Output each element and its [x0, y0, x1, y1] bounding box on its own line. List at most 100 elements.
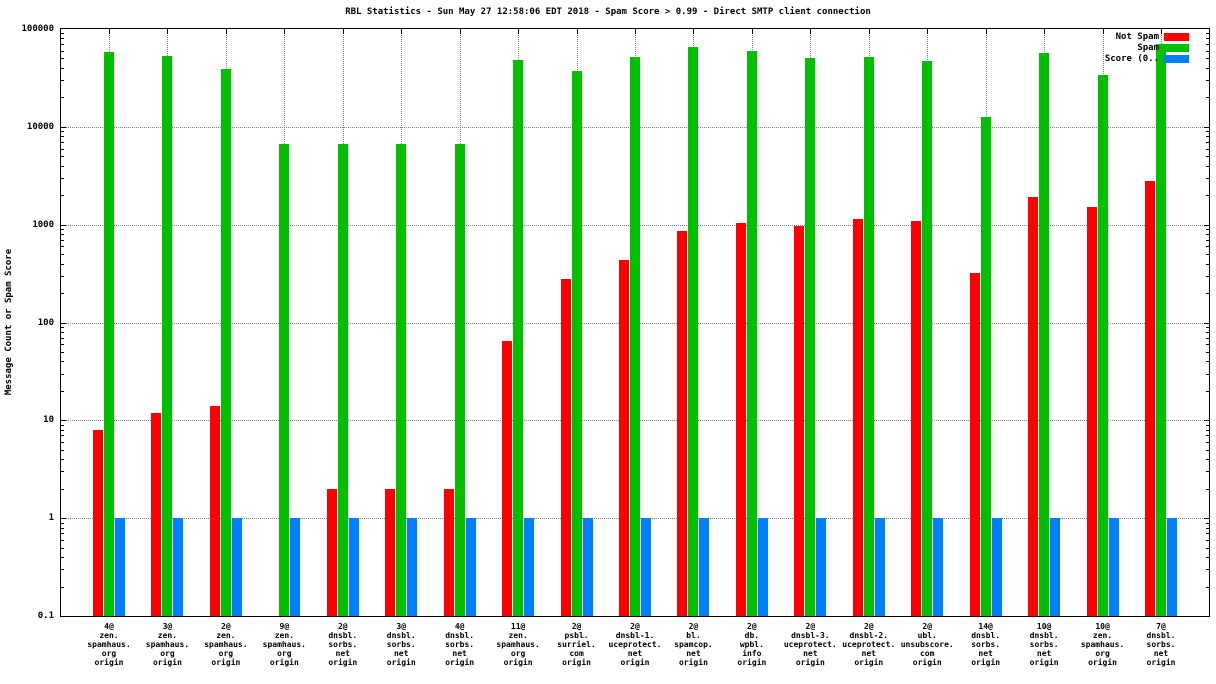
y-axis-minor-tick: [61, 239, 64, 241]
x-tick-line: dnsbl.: [971, 631, 1001, 640]
bar-spam: [805, 58, 816, 616]
y-axis-minor-tick: [1206, 569, 1209, 571]
y-axis-minor-tick: [1206, 459, 1209, 461]
bar-spam: [104, 52, 114, 616]
x-tick-line: origin: [971, 658, 1001, 667]
y-tick-label: 10000: [26, 121, 54, 132]
y-axis-minor-tick: [61, 275, 64, 277]
x-tick-line: sorbs.: [971, 640, 1001, 649]
y-axis-minor-tick: [1206, 471, 1209, 473]
y-axis-minor-tick: [61, 488, 64, 490]
x-tick-line: dnsbl.: [1029, 631, 1059, 640]
x-tick-line: dnsbl.: [386, 631, 416, 640]
x-tick-label: 2@ dnsbl-2. uceprotect. net origin: [829, 622, 909, 667]
x-tick-line: com: [919, 649, 935, 658]
y-axis-minor-tick: [61, 263, 64, 265]
y-axis-minor-tick: [1206, 229, 1209, 231]
y-axis-minor-tick: [61, 586, 64, 588]
x-tick-line: spamhaus.: [1080, 640, 1125, 649]
y-axis-minor-tick: [61, 435, 64, 437]
x-tick-line: 2@: [688, 622, 699, 631]
x-tick-label: 4@ dnsbl. sorbs. net origin: [420, 622, 500, 667]
y-axis-minor-tick: [1206, 141, 1209, 143]
x-tick-line: origin: [211, 658, 241, 667]
y-axis-minor-tick: [61, 331, 64, 333]
bar-not-spam: [560, 278, 571, 616]
y-axis-minor-tick: [1206, 50, 1209, 52]
bar-spam: [688, 47, 699, 616]
x-tick-line: dnsbl.: [445, 631, 475, 640]
x-tick-label: 7@ dnsbl. sorbs. net origin: [1121, 622, 1201, 667]
y-axis-minor-tick: [61, 141, 64, 143]
x-tick-line: 11@: [510, 622, 526, 631]
x-tick-line: sorbs.: [1146, 640, 1176, 649]
y-axis-minor-tick: [1206, 254, 1209, 256]
y-axis-minor-tick: [1206, 195, 1209, 197]
x-tick-line: 2@: [571, 622, 582, 631]
y-axis-minor-tick: [1206, 424, 1209, 426]
y-axis-minor-tick: [61, 156, 64, 158]
y-axis-minor-tick: [1206, 527, 1209, 529]
y-axis-minor-tick: [61, 361, 64, 363]
y-axis-minor-tick: [1206, 234, 1209, 236]
bar-spam: [922, 61, 933, 616]
y-axis-tick: [61, 518, 66, 520]
y-axis-minor-tick: [1206, 557, 1209, 559]
x-tick-line: spamhaus.: [496, 640, 540, 649]
y-axis-tick: [1204, 518, 1209, 520]
y-axis-minor-tick: [61, 234, 64, 236]
x-tick-line: dnsbl-3.: [791, 631, 830, 640]
x-tick-line: wpbl.: [739, 640, 764, 649]
x-tick-line: net: [393, 649, 409, 658]
y-axis-minor-tick: [1206, 547, 1209, 549]
bar-spam: [980, 117, 991, 616]
y-axis-minor-tick: [61, 131, 64, 133]
x-tick-label: 4@ zen. spamhaus. org origin: [69, 622, 149, 667]
x-tick-label: 2@ dnsbl-1. uceprotect. net origin: [595, 622, 675, 667]
y-axis-minor-tick: [61, 97, 64, 99]
bar-spam: [337, 143, 348, 616]
x-tick-line: origin: [503, 658, 533, 667]
x-tick-line: db.: [744, 631, 760, 640]
y-axis-minor-tick: [1206, 44, 1209, 46]
x-tick-line: origin: [795, 658, 825, 667]
y-axis-minor-tick: [61, 293, 64, 295]
bar-spam: [162, 55, 173, 616]
x-tick-line: sorbs.: [328, 640, 358, 649]
y-axis-minor-tick: [61, 165, 64, 167]
y-axis-minor-tick: [1206, 326, 1209, 328]
y-axis-minor-tick: [1206, 351, 1209, 353]
y-axis-minor-tick: [1206, 33, 1209, 35]
y-axis-minor-tick: [61, 38, 64, 40]
y-axis-minor-tick: [61, 58, 64, 60]
x-tick-line: 2@: [221, 622, 231, 631]
bar-score-0: [524, 518, 535, 616]
y-axis-minor-tick: [1206, 58, 1209, 60]
y-axis-minor-tick: [1206, 337, 1209, 339]
y-axis-minor-tick: [1206, 97, 1209, 99]
x-tick-line: dnsbl-2.: [849, 631, 889, 640]
x-tick-line: dnsbl.: [328, 631, 358, 640]
bar-score-0: [933, 518, 944, 616]
y-axis-minor-tick: [1206, 488, 1209, 490]
bar-score-0: [173, 518, 184, 616]
y-axis-minor-tick: [61, 449, 64, 451]
bar-not-spam: [1028, 197, 1039, 616]
x-tick-label: 11@ zen. spamhaus. org origin: [478, 622, 558, 667]
x-tick-line: org: [218, 649, 234, 658]
y-axis-minor-tick: [61, 539, 64, 541]
x-tick-line: origin: [94, 658, 124, 667]
y-axis-minor-tick: [61, 459, 64, 461]
bar-score-0: [348, 518, 359, 616]
y-axis-minor-tick: [61, 229, 64, 231]
y-axis-minor-tick: [61, 424, 64, 426]
bar-score-0: [115, 518, 125, 616]
x-axis-tick: [518, 29, 520, 34]
bar-spam: [630, 56, 640, 616]
y-axis-minor-tick: [1206, 156, 1209, 158]
bar-not-spam: [1086, 207, 1097, 616]
y-axis-minor-tick: [1206, 449, 1209, 451]
x-tick-line: 2@: [630, 622, 640, 631]
x-tick-label: 14@ dnsbl. sorbs. net origin: [946, 622, 1026, 667]
y-axis-minor-tick: [61, 326, 64, 328]
